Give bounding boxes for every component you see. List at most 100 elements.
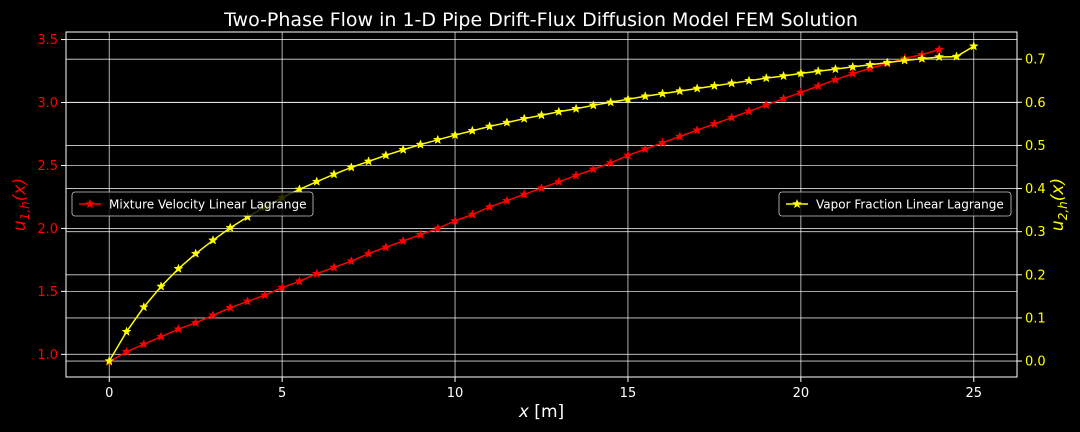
left-y-tick-label: 2.5 xyxy=(37,159,58,174)
left-y-tick-label: 3.5 xyxy=(37,33,58,48)
data-point-marker xyxy=(173,323,184,334)
data-point-marker xyxy=(726,78,737,88)
data-point-marker xyxy=(450,215,461,226)
data-point-marker xyxy=(190,248,201,258)
data-point-marker xyxy=(363,156,374,166)
legend-box xyxy=(778,191,1012,217)
data-point-marker xyxy=(605,97,616,107)
data-point-marker xyxy=(329,262,339,272)
x-axis-label: x [m] xyxy=(518,402,564,422)
data-point-marker xyxy=(692,83,703,93)
data-point-marker xyxy=(467,125,478,135)
data-point-marker xyxy=(761,72,772,83)
data-point-marker xyxy=(432,223,443,233)
data-point-marker xyxy=(208,310,218,320)
right-y-tick-label: 0.6 xyxy=(1025,96,1046,111)
data-point-marker xyxy=(380,242,391,252)
data-point-marker xyxy=(415,229,426,239)
axes: 0 5 10 15 20 25 x [m] 1.0 1.5 2.0 2.5 3.0 3.5 0.0 0.1 0… xyxy=(10,33,1070,422)
data-point-marker xyxy=(744,106,754,116)
data-point-marker xyxy=(501,195,512,205)
data-point-marker xyxy=(657,88,668,98)
data-point-marker xyxy=(311,176,322,186)
data-point-marker xyxy=(259,289,270,300)
data-point-marker xyxy=(674,85,685,96)
left-y-tick-label: 3.0 xyxy=(37,96,58,111)
data-point-marker xyxy=(450,129,461,140)
right-y-tick-label: 0.7 xyxy=(1025,53,1046,68)
data-point-marker xyxy=(571,103,582,113)
data-point-marker xyxy=(792,198,802,209)
data-point-marker xyxy=(398,235,409,246)
right-y-axis-label-text: u2,h(x) xyxy=(1048,178,1070,231)
data-point-marker xyxy=(121,326,132,336)
data-point-marker xyxy=(865,63,875,73)
data-point-marker xyxy=(536,110,547,120)
series-0 xyxy=(104,44,945,367)
legend-label: Vapor Fraction Linear Lagrange xyxy=(816,198,1004,212)
data-point-marker xyxy=(951,51,962,61)
data-point-marker xyxy=(640,91,651,101)
data-point-marker xyxy=(553,176,564,187)
data-point-marker xyxy=(622,150,633,160)
data-point-marker xyxy=(484,201,495,212)
data-point-marker xyxy=(208,235,218,245)
left-y-axis-label: u1,h(x) xyxy=(10,178,32,231)
data-point-marker xyxy=(501,117,512,127)
data-point-marker xyxy=(571,170,582,180)
chart-title: Two-Phase Flow in 1-D Pipe Drift-Flux Di… xyxy=(223,9,858,31)
data-point-marker xyxy=(138,301,149,312)
data-point-marker xyxy=(294,184,305,194)
data-point-marker xyxy=(622,94,633,104)
right-y-tick-label: 0.0 xyxy=(1025,355,1046,370)
data-point-marker xyxy=(553,106,564,116)
legend-vapor-fraction: Vapor Fraction Linear Lagrange xyxy=(778,191,1012,217)
data-point-marker xyxy=(104,355,115,366)
data-point-marker xyxy=(346,255,357,266)
x-tick-label: 5 xyxy=(278,386,286,401)
data-point-marker xyxy=(830,74,841,85)
data-point-marker xyxy=(225,302,236,312)
left-y-tick-label: 2.0 xyxy=(37,222,58,237)
data-point-marker xyxy=(311,268,322,278)
data-point-marker xyxy=(380,150,391,160)
data-point-marker xyxy=(121,346,132,357)
data-point-marker xyxy=(346,162,357,172)
legend-label: Mixture Velocity Linear Lagrange xyxy=(109,198,307,212)
data-point-marker xyxy=(899,55,910,65)
x-tick-label: 25 xyxy=(965,386,982,401)
data-point-marker xyxy=(242,296,253,306)
data-point-marker xyxy=(484,121,495,131)
data-point-marker xyxy=(709,80,720,91)
data-point-marker xyxy=(813,80,824,91)
data-point-marker xyxy=(294,276,305,286)
data-point-marker xyxy=(865,59,875,70)
data-point-marker xyxy=(190,317,201,328)
data-point-marker xyxy=(467,209,478,219)
data-point-marker xyxy=(795,87,806,97)
data-point-marker xyxy=(519,189,530,199)
data-point-marker xyxy=(173,263,184,273)
data-point-marker xyxy=(968,41,979,51)
data-point-marker xyxy=(640,143,651,154)
legends: Mixture Velocity Linear Lagrange Vapor Fr… xyxy=(71,191,1012,217)
data-point-marker xyxy=(138,339,149,349)
data-point-marker xyxy=(847,68,858,78)
legend-mixture-velocity: Mixture Velocity Linear Lagrange xyxy=(71,191,314,217)
data-point-marker xyxy=(225,222,236,233)
data-point-marker xyxy=(709,118,720,129)
x-tick-label: 15 xyxy=(620,386,637,401)
data-point-marker xyxy=(830,63,841,74)
data-point-marker xyxy=(934,51,945,62)
data-point-marker xyxy=(778,70,789,81)
left-y-tick-label: 1.5 xyxy=(37,285,58,300)
data-point-marker xyxy=(156,331,167,341)
right-y-axis-label: u2,h(x) xyxy=(1048,178,1070,231)
data-point-marker xyxy=(277,282,288,292)
data-point-marker xyxy=(813,66,824,76)
data-point-marker xyxy=(674,131,685,141)
right-y-tick-label: 0.2 xyxy=(1025,268,1046,283)
data-point-marker xyxy=(795,68,806,78)
